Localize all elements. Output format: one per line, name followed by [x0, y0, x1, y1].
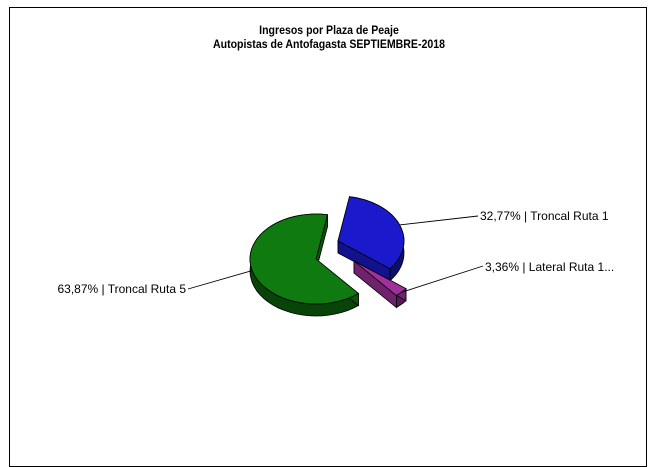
slice-label-0: 32,77% | Troncal Ruta 1	[480, 209, 609, 223]
pie-slice-1	[353, 260, 407, 296]
chart-frame	[9, 7, 647, 467]
pie-chart: 32,77% | Troncal Ruta 1 3,36% | Lateral R…	[57, 196, 614, 317]
slice-label-1: 3,36% | Lateral Ruta 1...	[485, 260, 614, 274]
leader-line-0	[399, 215, 479, 226]
pie-slice-0	[337, 196, 405, 270]
slice-label-2: 63,87% | Troncal Ruta 5	[57, 282, 186, 296]
chart-subtitle: Autopistas de Antofagasta SEPTIEMBRE-201…	[213, 37, 445, 51]
chart-title: Ingresos por Plaza de Peaje	[259, 23, 399, 37]
pie-slice-2	[249, 213, 360, 305]
leader-line-1	[401, 265, 484, 293]
leader-line-2	[187, 270, 253, 290]
